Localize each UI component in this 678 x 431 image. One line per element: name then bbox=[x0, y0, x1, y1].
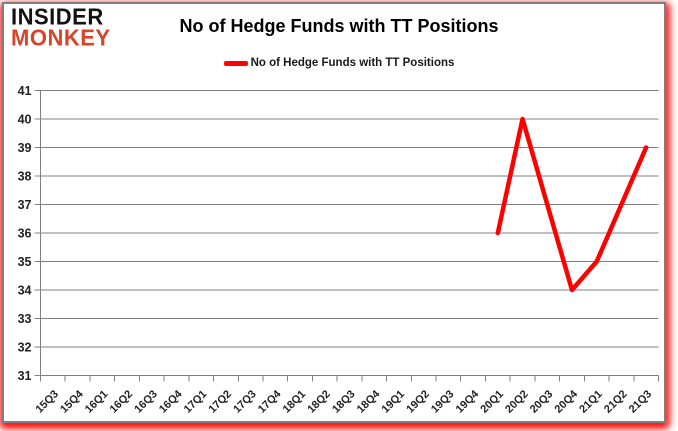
x-axis-tick-label: 19Q3 bbox=[429, 388, 457, 416]
x-axis-tick-label: 20Q1 bbox=[478, 388, 506, 416]
x-axis-tick-label: 18Q1 bbox=[281, 388, 309, 416]
x-axis-tick-label: 18Q3 bbox=[330, 388, 358, 416]
y-axis-tick-label: 41 bbox=[18, 84, 32, 98]
x-axis-tick-label: 16Q1 bbox=[83, 388, 111, 416]
chart-title: No of Hedge Funds with TT Positions bbox=[179, 16, 499, 36]
y-axis-tick-label: 34 bbox=[18, 284, 32, 298]
y-axis-tick-label: 35 bbox=[18, 255, 32, 269]
x-axis-tick-label: 17Q3 bbox=[231, 388, 259, 416]
x-axis-tick-label: 21Q2 bbox=[602, 388, 630, 416]
legend-line-marker-icon bbox=[223, 60, 248, 66]
x-axis-tick-label: 20Q4 bbox=[553, 388, 581, 416]
x-axis-tick-label: 19Q1 bbox=[380, 388, 408, 416]
x-axis-tick-label: 21Q1 bbox=[577, 388, 605, 416]
logo-text-monkey: MONKEY bbox=[11, 24, 111, 51]
x-axis-tick-label: 17Q4 bbox=[256, 388, 284, 416]
chart-frame bbox=[2, 2, 666, 423]
y-axis-tick-label: 38 bbox=[18, 170, 32, 184]
x-axis-tick-label: 21Q3 bbox=[627, 388, 655, 416]
x-axis-tick-label: 18Q2 bbox=[305, 388, 333, 416]
x-axis-tick-label: 15Q4 bbox=[58, 388, 86, 416]
x-axis-tick-label: 20Q3 bbox=[528, 388, 556, 416]
data-series-line bbox=[495, 116, 649, 293]
x-axis-tick-label: 17Q2 bbox=[206, 388, 234, 416]
y-axis-tick-label: 31 bbox=[18, 369, 32, 383]
y-axis-tick-label: 32 bbox=[18, 341, 32, 355]
x-axis-tick-label: 16Q2 bbox=[108, 388, 136, 416]
insider-monkey-logo: INSIDER MONKEY bbox=[11, 3, 111, 51]
y-axis-tick-label: 36 bbox=[18, 227, 32, 241]
x-axis-tick-label: 16Q3 bbox=[132, 388, 160, 416]
x-axis-tick-label: 17Q1 bbox=[182, 388, 210, 416]
y-axis-tick-label: 37 bbox=[18, 198, 32, 212]
y-axis-tick-label: 40 bbox=[18, 113, 32, 127]
x-axis-tick-label: 18Q4 bbox=[355, 388, 383, 416]
y-axis-tick-label: 33 bbox=[18, 312, 32, 326]
x-axis-tick-label: 19Q4 bbox=[454, 388, 482, 416]
x-axis-tick-label: 20Q2 bbox=[503, 388, 531, 416]
x-axis-tick-label: 16Q4 bbox=[157, 388, 185, 416]
x-axis-tick-label: 15Q3 bbox=[33, 388, 61, 416]
x-axis-tick-label: 19Q2 bbox=[404, 388, 432, 416]
logo-text-insider: INSIDER bbox=[11, 3, 104, 30]
y-axis-tick-label: 39 bbox=[18, 141, 32, 155]
chart-legend: No of Hedge Funds with TT Positions bbox=[0, 57, 678, 69]
legend-label: No of Hedge Funds with TT Positions bbox=[250, 57, 455, 69]
